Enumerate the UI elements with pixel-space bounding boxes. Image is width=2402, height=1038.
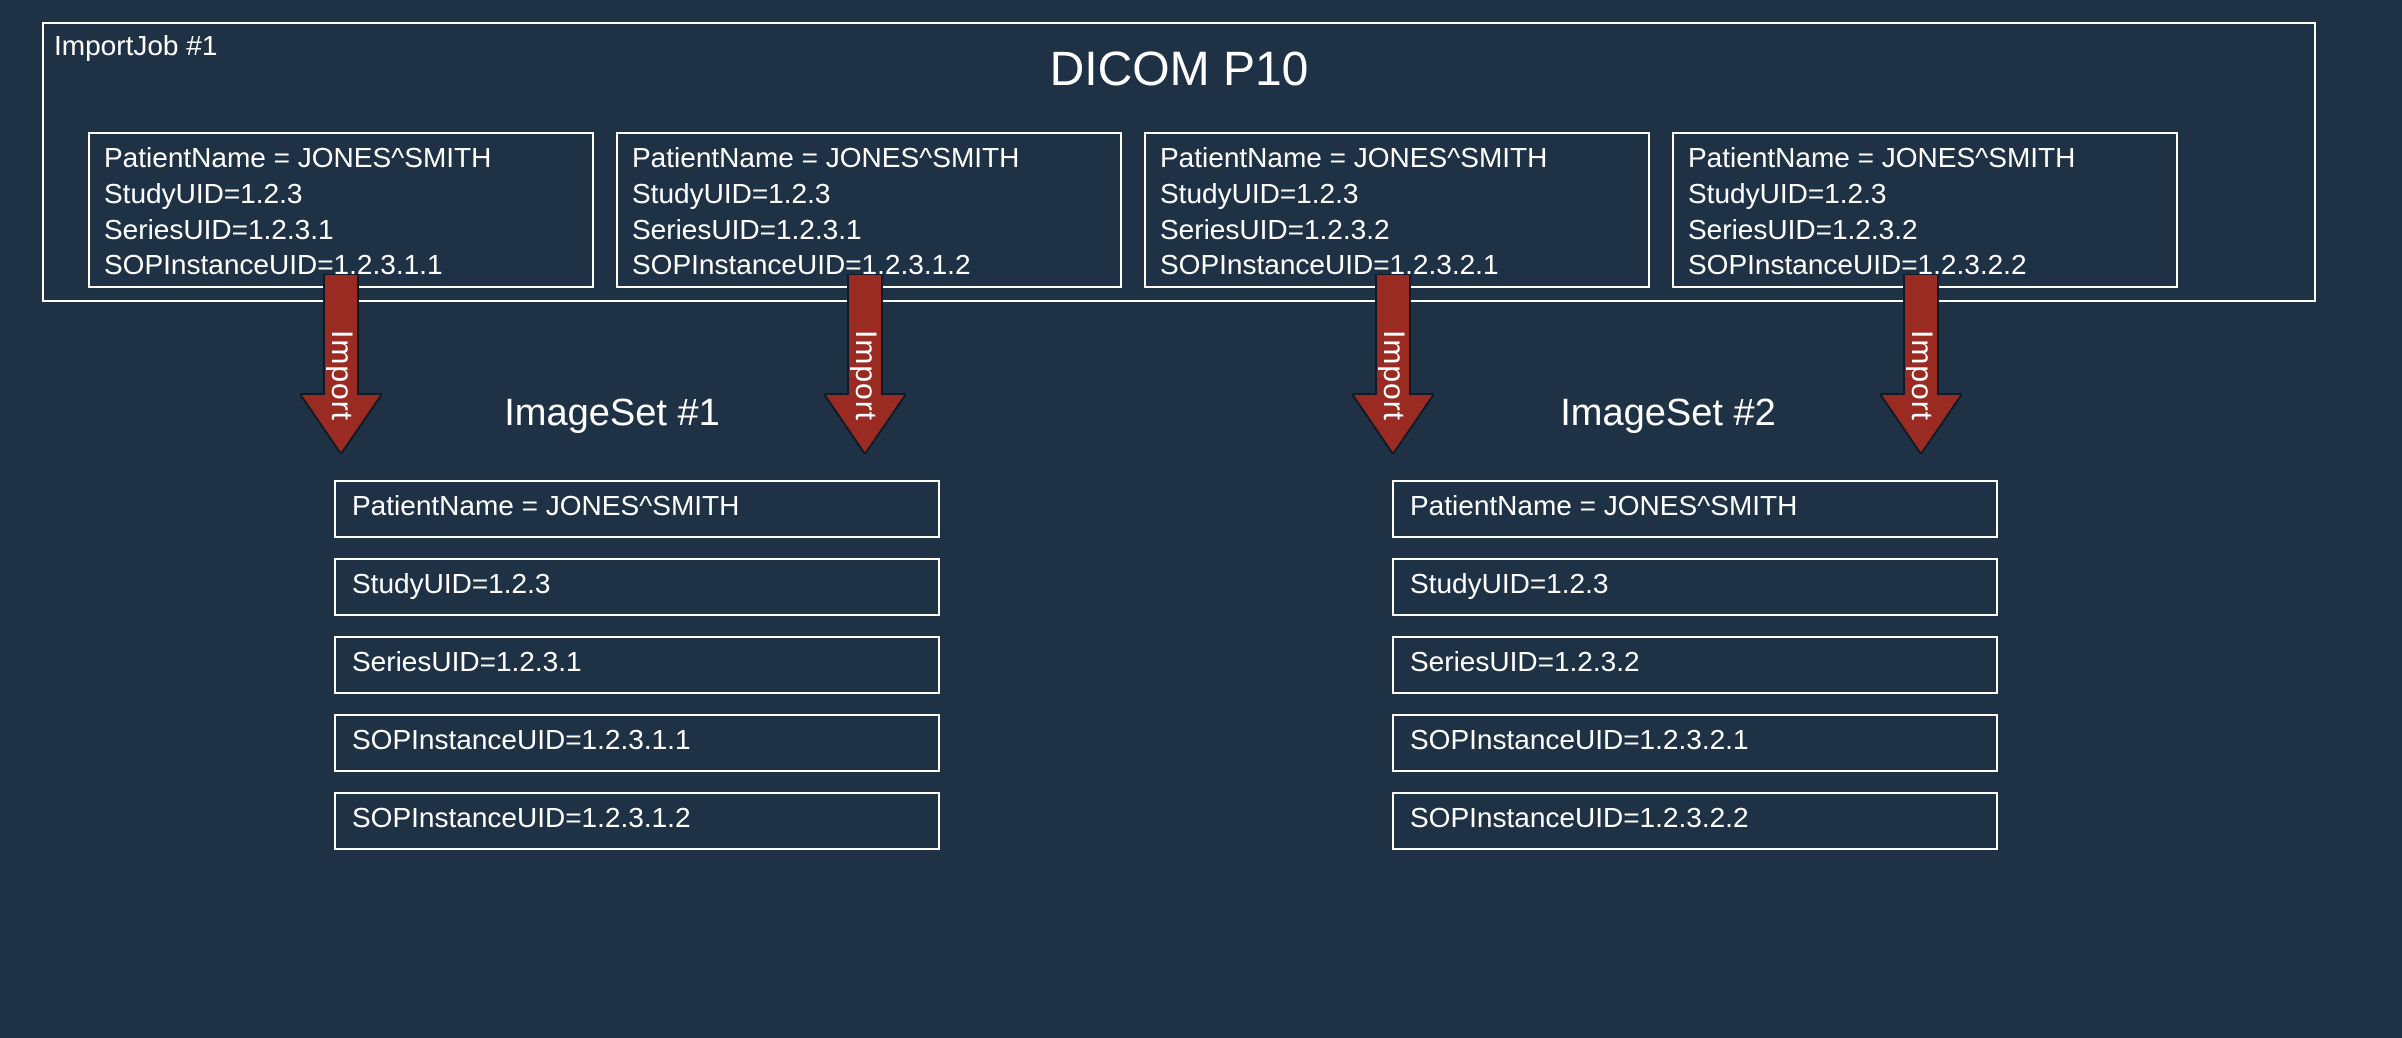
card-study-uid: StudyUID=1.2.3 <box>104 176 578 212</box>
card-study-uid: StudyUID=1.2.3 <box>1688 176 2162 212</box>
dicom-import-diagram: ImportJob #1 DICOM P10 PatientName = JON… <box>0 0 2402 1038</box>
card-patient-name: PatientName = JONES^SMITH <box>104 140 578 176</box>
imageset-row: StudyUID=1.2.3 <box>334 558 940 616</box>
imageset-label: ImageSet #1 <box>472 392 752 435</box>
imageset-row: SOPInstanceUID=1.2.3.2.2 <box>1392 792 1998 850</box>
dicom-title: DICOM P10 <box>44 42 2314 97</box>
dicom-card: PatientName = JONES^SMITH StudyUID=1.2.3… <box>616 132 1122 288</box>
card-series-uid: SeriesUID=1.2.3.2 <box>1160 212 1634 248</box>
imageset-row: StudyUID=1.2.3 <box>1392 558 1998 616</box>
import-arrow: Import <box>824 274 906 454</box>
card-study-uid: StudyUID=1.2.3 <box>1160 176 1634 212</box>
card-patient-name: PatientName = JONES^SMITH <box>1688 140 2162 176</box>
card-series-uid: SeriesUID=1.2.3.1 <box>104 212 578 248</box>
dicom-card: PatientName = JONES^SMITH StudyUID=1.2.3… <box>88 132 594 288</box>
imageset-row: SeriesUID=1.2.3.1 <box>334 636 940 694</box>
dicom-card: PatientName = JONES^SMITH StudyUID=1.2.3… <box>1144 132 1650 288</box>
arrow-label: Import <box>1904 330 1938 421</box>
imageset-label: ImageSet #2 <box>1528 392 1808 435</box>
card-study-uid: StudyUID=1.2.3 <box>632 176 1106 212</box>
imageset-row: PatientName = JONES^SMITH <box>334 480 940 538</box>
import-arrow: Import <box>1880 274 1962 454</box>
card-series-uid: SeriesUID=1.2.3.2 <box>1688 212 2162 248</box>
imageset-row: PatientName = JONES^SMITH <box>1392 480 1998 538</box>
import-job-box: ImportJob #1 DICOM P10 PatientName = JON… <box>42 22 2316 302</box>
arrow-label: Import <box>1376 330 1410 421</box>
imageset-row: SOPInstanceUID=1.2.3.1.1 <box>334 714 940 772</box>
dicom-card: PatientName = JONES^SMITH StudyUID=1.2.3… <box>1672 132 2178 288</box>
arrow-label: Import <box>324 330 358 421</box>
imageset-row: SOPInstanceUID=1.2.3.1.2 <box>334 792 940 850</box>
card-series-uid: SeriesUID=1.2.3.1 <box>632 212 1106 248</box>
card-patient-name: PatientName = JONES^SMITH <box>1160 140 1634 176</box>
arrow-label: Import <box>848 330 882 421</box>
import-arrow: Import <box>1352 274 1434 454</box>
import-arrow: Import <box>300 274 382 454</box>
card-patient-name: PatientName = JONES^SMITH <box>632 140 1106 176</box>
imageset-row: SOPInstanceUID=1.2.3.2.1 <box>1392 714 1998 772</box>
imageset-row: SeriesUID=1.2.3.2 <box>1392 636 1998 694</box>
